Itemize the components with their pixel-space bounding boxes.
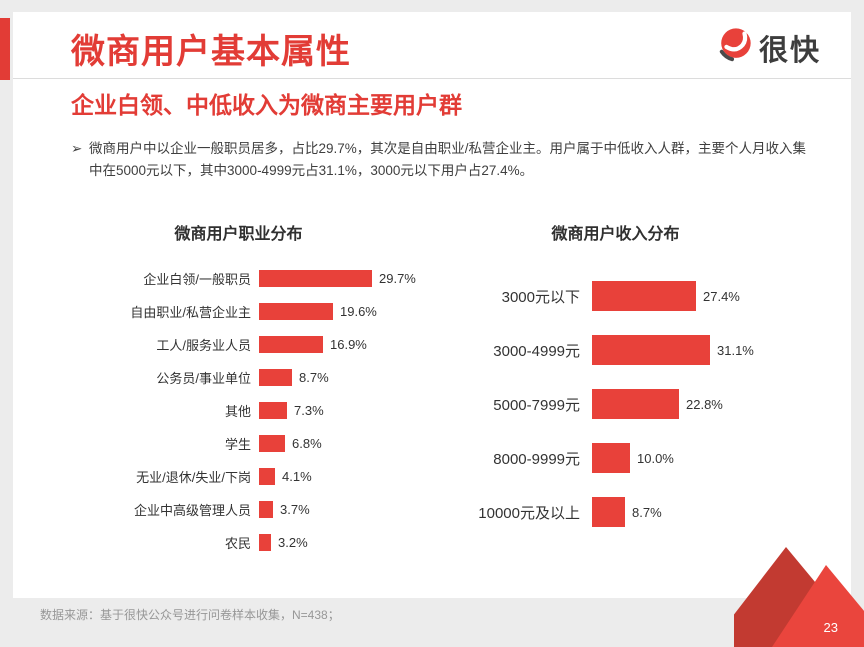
brand-logo-icon xyxy=(716,26,754,69)
category-label: 企业中高级管理人员 xyxy=(133,503,251,518)
category-label: 10000元及以上 xyxy=(478,504,580,522)
bar-row: 自由职业/私营企业主 19.6% xyxy=(71,302,441,321)
value-label: 29.7% xyxy=(379,271,416,286)
value-label: 3.7% xyxy=(280,502,310,517)
bar xyxy=(259,501,273,518)
bar-row: 3000-4999元 31.1% xyxy=(468,335,818,365)
brand-logo: 很快 xyxy=(716,26,821,69)
bar xyxy=(592,497,625,527)
income-chart-title: 微商用户收入分布 xyxy=(551,226,680,243)
category-label: 3000元以下 xyxy=(501,288,580,306)
occupation-chart-rows: 企业白领/一般职员 29.7% 自由职业/私营企业主 19.6% 工人/服务业人员 16.… xyxy=(71,269,441,552)
brand-logo-text: 很快 xyxy=(758,34,821,67)
bar-row: 企业中高级管理人员 3.7% xyxy=(71,500,441,519)
bar xyxy=(259,336,323,353)
value-label: 22.8% xyxy=(686,396,723,412)
value-label: 6.8% xyxy=(292,436,322,451)
bar xyxy=(259,468,275,485)
bar-row: 3000元以下 27.4% xyxy=(468,281,818,311)
bar xyxy=(592,281,696,311)
bar xyxy=(259,402,287,419)
value-label: 31.1% xyxy=(717,342,754,358)
category-label: 8000-9999元 xyxy=(493,450,580,468)
corner-triangles-decoration xyxy=(734,547,864,647)
slide-subtitle: 企业白领、中低收入为微商主要用户群 xyxy=(71,92,462,118)
category-label: 公务员/事业单位 xyxy=(156,371,251,386)
header-divider xyxy=(13,78,851,79)
value-label: 4.1% xyxy=(282,469,312,484)
summary-bullet: ➢ 微商用户中以企业一般职员居多，占比29.7%，其次是自由职业/私营企业主。用… xyxy=(71,138,815,183)
page-number: 23 xyxy=(823,620,838,635)
bar xyxy=(592,443,630,473)
bar xyxy=(259,534,271,551)
bar-row: 企业白领/一般职员 29.7% xyxy=(71,269,441,288)
bar-row: 8000-9999元 10.0% xyxy=(468,443,818,473)
category-label: 其他 xyxy=(224,404,251,419)
category-label: 3000-4999元 xyxy=(493,342,580,360)
value-label: 19.6% xyxy=(340,304,377,319)
category-label: 农民 xyxy=(224,536,251,551)
page-title: 微商用户基本属性 xyxy=(71,33,351,71)
category-label: 自由职业/私营企业主 xyxy=(130,305,251,320)
bar-row: 农民 3.2% xyxy=(71,533,441,552)
occupation-chart-title: 微商用户职业分布 xyxy=(174,226,303,243)
value-label: 7.3% xyxy=(294,403,324,418)
data-source-note: 数据来源：基于很快公众号进行问卷样本收集，N=438； xyxy=(40,608,340,622)
title-accent-bar xyxy=(0,18,10,80)
bar-row: 其他 7.3% xyxy=(71,401,441,420)
bar-row: 5000-7999元 22.8% xyxy=(468,389,818,419)
value-label: 10.0% xyxy=(637,450,674,466)
category-label: 工人/服务业人员 xyxy=(156,338,251,353)
value-label: 8.7% xyxy=(632,504,662,520)
bar xyxy=(259,303,333,320)
income-chart-rows: 3000元以下 27.4% 3000-4999元 31.1% 5000-7999元 22.… xyxy=(468,281,818,527)
bar xyxy=(259,435,285,452)
occupation-chart: 微商用户职业分布 企业白领/一般职员 29.7% 自由职业/私营企业主 19.6% 工人… xyxy=(71,220,441,552)
bullet-arrow-icon: ➢ xyxy=(71,141,83,156)
bar-row: 10000元及以上 8.7% xyxy=(468,497,818,527)
bar-row: 工人/服务业人员 16.9% xyxy=(71,335,441,354)
bar-row: 学生 6.8% xyxy=(71,434,441,453)
bar xyxy=(592,335,710,365)
category-label: 5000-7999元 xyxy=(493,396,580,414)
value-label: 27.4% xyxy=(703,288,740,304)
bar xyxy=(592,389,679,419)
value-label: 3.2% xyxy=(278,535,308,550)
bar-row: 无业/退休/失业/下岗 4.1% xyxy=(71,467,441,486)
category-label: 学生 xyxy=(224,437,251,452)
value-label: 8.7% xyxy=(299,370,329,385)
slide-canvas: 微商用户基本属性 很快 企业白领、中低收入为微商主要用户群 ➢ 微商用户中以企业… xyxy=(13,12,851,598)
bar-row: 公务员/事业单位 8.7% xyxy=(71,368,441,387)
value-label: 16.9% xyxy=(330,337,367,352)
summary-text: 微商用户中以企业一般职员居多，占比29.7%，其次是自由职业/私营企业主。用户属… xyxy=(89,141,807,179)
bar xyxy=(259,369,292,386)
income-chart: 微商用户收入分布 3000元以下 27.4% 3000-4999元 31.1% 5000… xyxy=(468,220,818,527)
category-label: 企业白领/一般职员 xyxy=(143,272,251,287)
bar xyxy=(259,270,372,287)
category-label: 无业/退休/失业/下岗 xyxy=(136,470,251,485)
